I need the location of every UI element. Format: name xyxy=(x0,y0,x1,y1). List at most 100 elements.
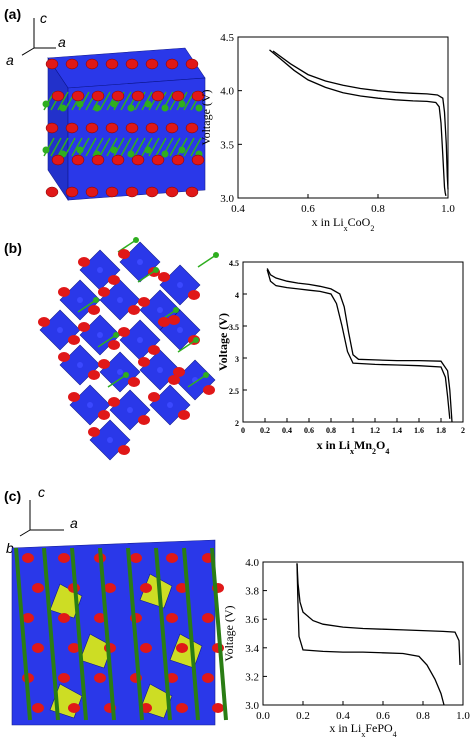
oxygen-atom xyxy=(68,703,80,713)
voltage-curve-1 xyxy=(266,268,453,423)
y-tick-label: 4.5 xyxy=(229,259,239,268)
oxygen-atom xyxy=(68,643,80,653)
lithium-atom xyxy=(127,150,135,158)
manganese-atom xyxy=(177,327,183,333)
lithium-atom xyxy=(161,104,169,112)
oxygen-atom xyxy=(138,357,150,367)
oxygen-atom xyxy=(98,410,110,420)
manganese-atom xyxy=(97,332,103,338)
lithium-bond xyxy=(190,137,202,157)
oxygen-atom xyxy=(151,154,165,166)
y-tick-label: 3.6 xyxy=(245,614,259,626)
oxygen-atom xyxy=(78,322,90,332)
oxygen-atom xyxy=(168,315,180,325)
oxygen-atom xyxy=(91,90,105,102)
oxygen-atom xyxy=(176,643,188,653)
lithium-atom xyxy=(76,100,84,108)
oxygen-atom xyxy=(45,186,59,198)
oxygen-atom xyxy=(202,673,214,683)
x-tick-label: 0.0 xyxy=(256,710,270,722)
oxygen-atom xyxy=(98,359,110,369)
oxygen-atom xyxy=(65,186,79,198)
manganese-atom xyxy=(57,327,63,333)
oxygen-atom xyxy=(203,385,215,395)
panel-label-b: (b) xyxy=(4,240,22,256)
crystal-axis-b-c: b xyxy=(6,540,14,556)
lithium-atom xyxy=(110,146,118,154)
x-tick-label: 1.6 xyxy=(414,426,424,435)
lithium-atom xyxy=(127,104,135,112)
y-tick-label: 2 xyxy=(235,419,239,428)
lithium-atom xyxy=(133,237,139,243)
manganese-atom xyxy=(77,297,83,303)
crystal-axis-a-c: a xyxy=(70,515,78,531)
lithium-bond xyxy=(99,137,111,157)
oxygen-atom xyxy=(173,367,185,377)
oxygen-atom xyxy=(105,186,119,198)
y-tick-label: 3.4 xyxy=(245,643,259,655)
lithium-atom xyxy=(173,307,179,313)
x-tick-label: 2 xyxy=(461,426,465,435)
lithium-atom xyxy=(42,146,50,154)
y-axis-label: Voltage (V) xyxy=(222,605,236,661)
oxygen-atom xyxy=(111,90,125,102)
lithium-bond xyxy=(177,339,197,353)
y-tick-label: 4.5 xyxy=(220,32,234,44)
oxygen-atom xyxy=(108,397,120,407)
oxygen-atom xyxy=(118,249,130,259)
oxygen-atom xyxy=(191,154,205,166)
lithium-bond xyxy=(99,91,111,111)
oxygen-atom xyxy=(166,553,178,563)
lithium-bond xyxy=(155,137,167,157)
lithium-bond xyxy=(155,91,167,111)
x-tick-label: 1.4 xyxy=(392,426,402,435)
oxygen-atom xyxy=(202,613,214,623)
oxygen-atom xyxy=(91,154,105,166)
y-tick-label: 4.0 xyxy=(220,86,234,98)
lithium-atom xyxy=(144,146,152,154)
crystal-axis-c-c: c xyxy=(38,484,45,500)
oxygen-atom xyxy=(130,553,142,563)
oxygen-atom xyxy=(168,375,180,385)
limn2o4-voltage-chart: 0 0.2 0.4 0.6 0.8 1 1.2 1.4 1.6 1.8 2 2 2.5 3 3.5 4 4.5 V… xyxy=(216,259,465,456)
lithium-bond xyxy=(50,137,62,157)
oxygen-atom xyxy=(128,377,140,387)
manganese-atom xyxy=(137,337,143,343)
x-tick-label: 0.6 xyxy=(301,203,315,215)
oxygen-atom xyxy=(151,90,165,102)
lithium-atom xyxy=(161,150,169,158)
lithium-channel xyxy=(182,547,200,721)
oxygen-atom xyxy=(176,703,188,713)
oxygen-atom xyxy=(148,392,160,402)
manganese-atom xyxy=(137,259,143,265)
lithium-atom xyxy=(178,146,186,154)
lithium-atom xyxy=(42,100,50,108)
lithium-bond xyxy=(120,137,132,157)
oxygen-atom xyxy=(158,272,170,282)
limn2o4-structure-group xyxy=(38,237,219,461)
x-tick-label: 1.8 xyxy=(436,426,446,435)
oxygen-atom xyxy=(58,287,70,297)
x-tick-label: 1.2 xyxy=(370,426,380,435)
lithium-atom xyxy=(195,104,203,112)
oxygen-atom xyxy=(98,287,110,297)
lithium-bond xyxy=(85,137,97,157)
oxygen-atom xyxy=(145,58,159,70)
lithium-channel xyxy=(154,547,172,721)
y-tick-label: 3.5 xyxy=(220,139,234,151)
oxygen-atom xyxy=(51,154,65,166)
lithium-atom xyxy=(123,372,129,378)
lithium-atom xyxy=(203,372,209,378)
lithium-bond xyxy=(183,137,195,157)
oxygen-atom xyxy=(68,392,80,402)
oxygen-atom xyxy=(58,553,70,563)
oxygen-atom xyxy=(32,703,44,713)
lithium-atom xyxy=(76,146,84,154)
manganese-atom xyxy=(127,407,133,413)
oxygen-atom xyxy=(185,122,199,134)
x-tick-label: 0.8 xyxy=(326,426,336,435)
oxygen-atom xyxy=(131,154,145,166)
oxygen-atom xyxy=(32,643,44,653)
lithium-bond xyxy=(187,374,207,388)
